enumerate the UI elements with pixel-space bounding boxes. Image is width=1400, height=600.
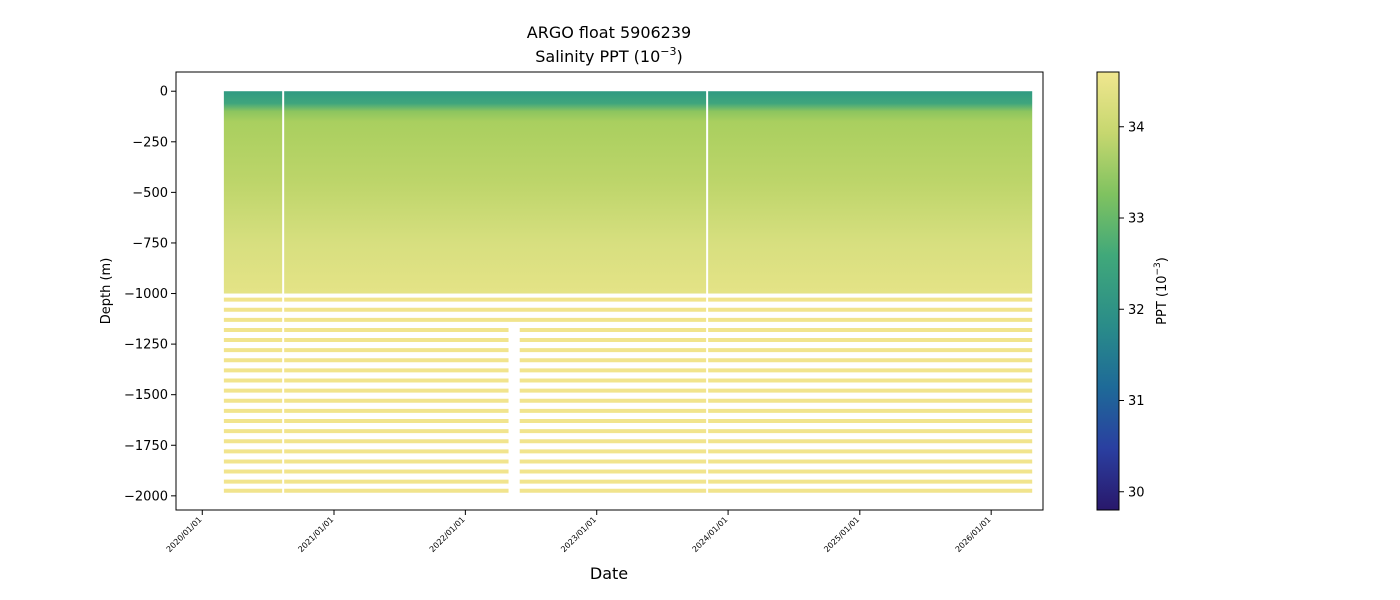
y-axis: 0 −250 −500 −750 −1000 −1250 −1500 −1750 −2000 [124,85,176,504]
x-tick-label-4: 2024/01/01 [691,515,730,554]
data-marks [223,90,1033,500]
x-tick-label-3: 2023/01/01 [559,515,598,554]
y-tick-label-5: −1250 [124,338,168,353]
x-axis-label: Date [590,564,628,583]
colorbar-tick-label-1: 31 [1128,394,1145,409]
x-tick-label-2: 2022/01/01 [428,515,467,554]
colorbar-tick-label-0: 30 [1128,485,1145,500]
y-tick-label-1: −250 [132,135,168,150]
colorbar-tick-label-4: 34 [1128,120,1145,135]
x-tick-label-6: 2026/01/01 [954,515,993,554]
colorbar-tick-label-2: 32 [1128,303,1145,318]
y-tick-label-0: 0 [160,85,168,100]
colorbar-tick-label-3: 33 [1128,212,1145,227]
colorbar-ticks: 30 31 32 33 34 [1119,120,1145,500]
colorbar-label: PPT (10−3) [1153,257,1170,325]
y-tick-label-2: −500 [132,186,168,201]
y-tick-label-6: −1500 [124,388,168,403]
x-tick-label-0: 2020/01/01 [165,515,204,554]
x-axis: 2020/01/01 2021/01/01 2022/01/01 2023/01/01… [165,510,993,554]
chart-title: ARGO float 5906239 [527,23,691,42]
profile-gap-1 [706,90,709,496]
deep-data-gap [508,323,520,500]
x-tick-label-5: 2025/01/01 [822,515,861,554]
x-tick-label-1: 2021/01/01 [296,515,335,554]
profile-gap-0 [282,90,285,496]
plot-frame [175,71,1044,511]
plot-area [175,71,1044,511]
y-tick-label-4: −1000 [124,287,168,302]
y-axis-label: Depth (m) [99,258,114,325]
chart-subtitle: Salinity PPT (10−3) [535,45,683,66]
y-tick-label-7: −1750 [124,439,168,454]
colorbar: 30 31 32 33 34 PPT (10−3) [1096,71,1170,511]
y-tick-label-3: −750 [132,236,168,251]
salinity-band-shallow [223,91,1033,294]
colorbar-gradient [1096,71,1120,511]
y-tick-label-8: −2000 [124,489,168,504]
